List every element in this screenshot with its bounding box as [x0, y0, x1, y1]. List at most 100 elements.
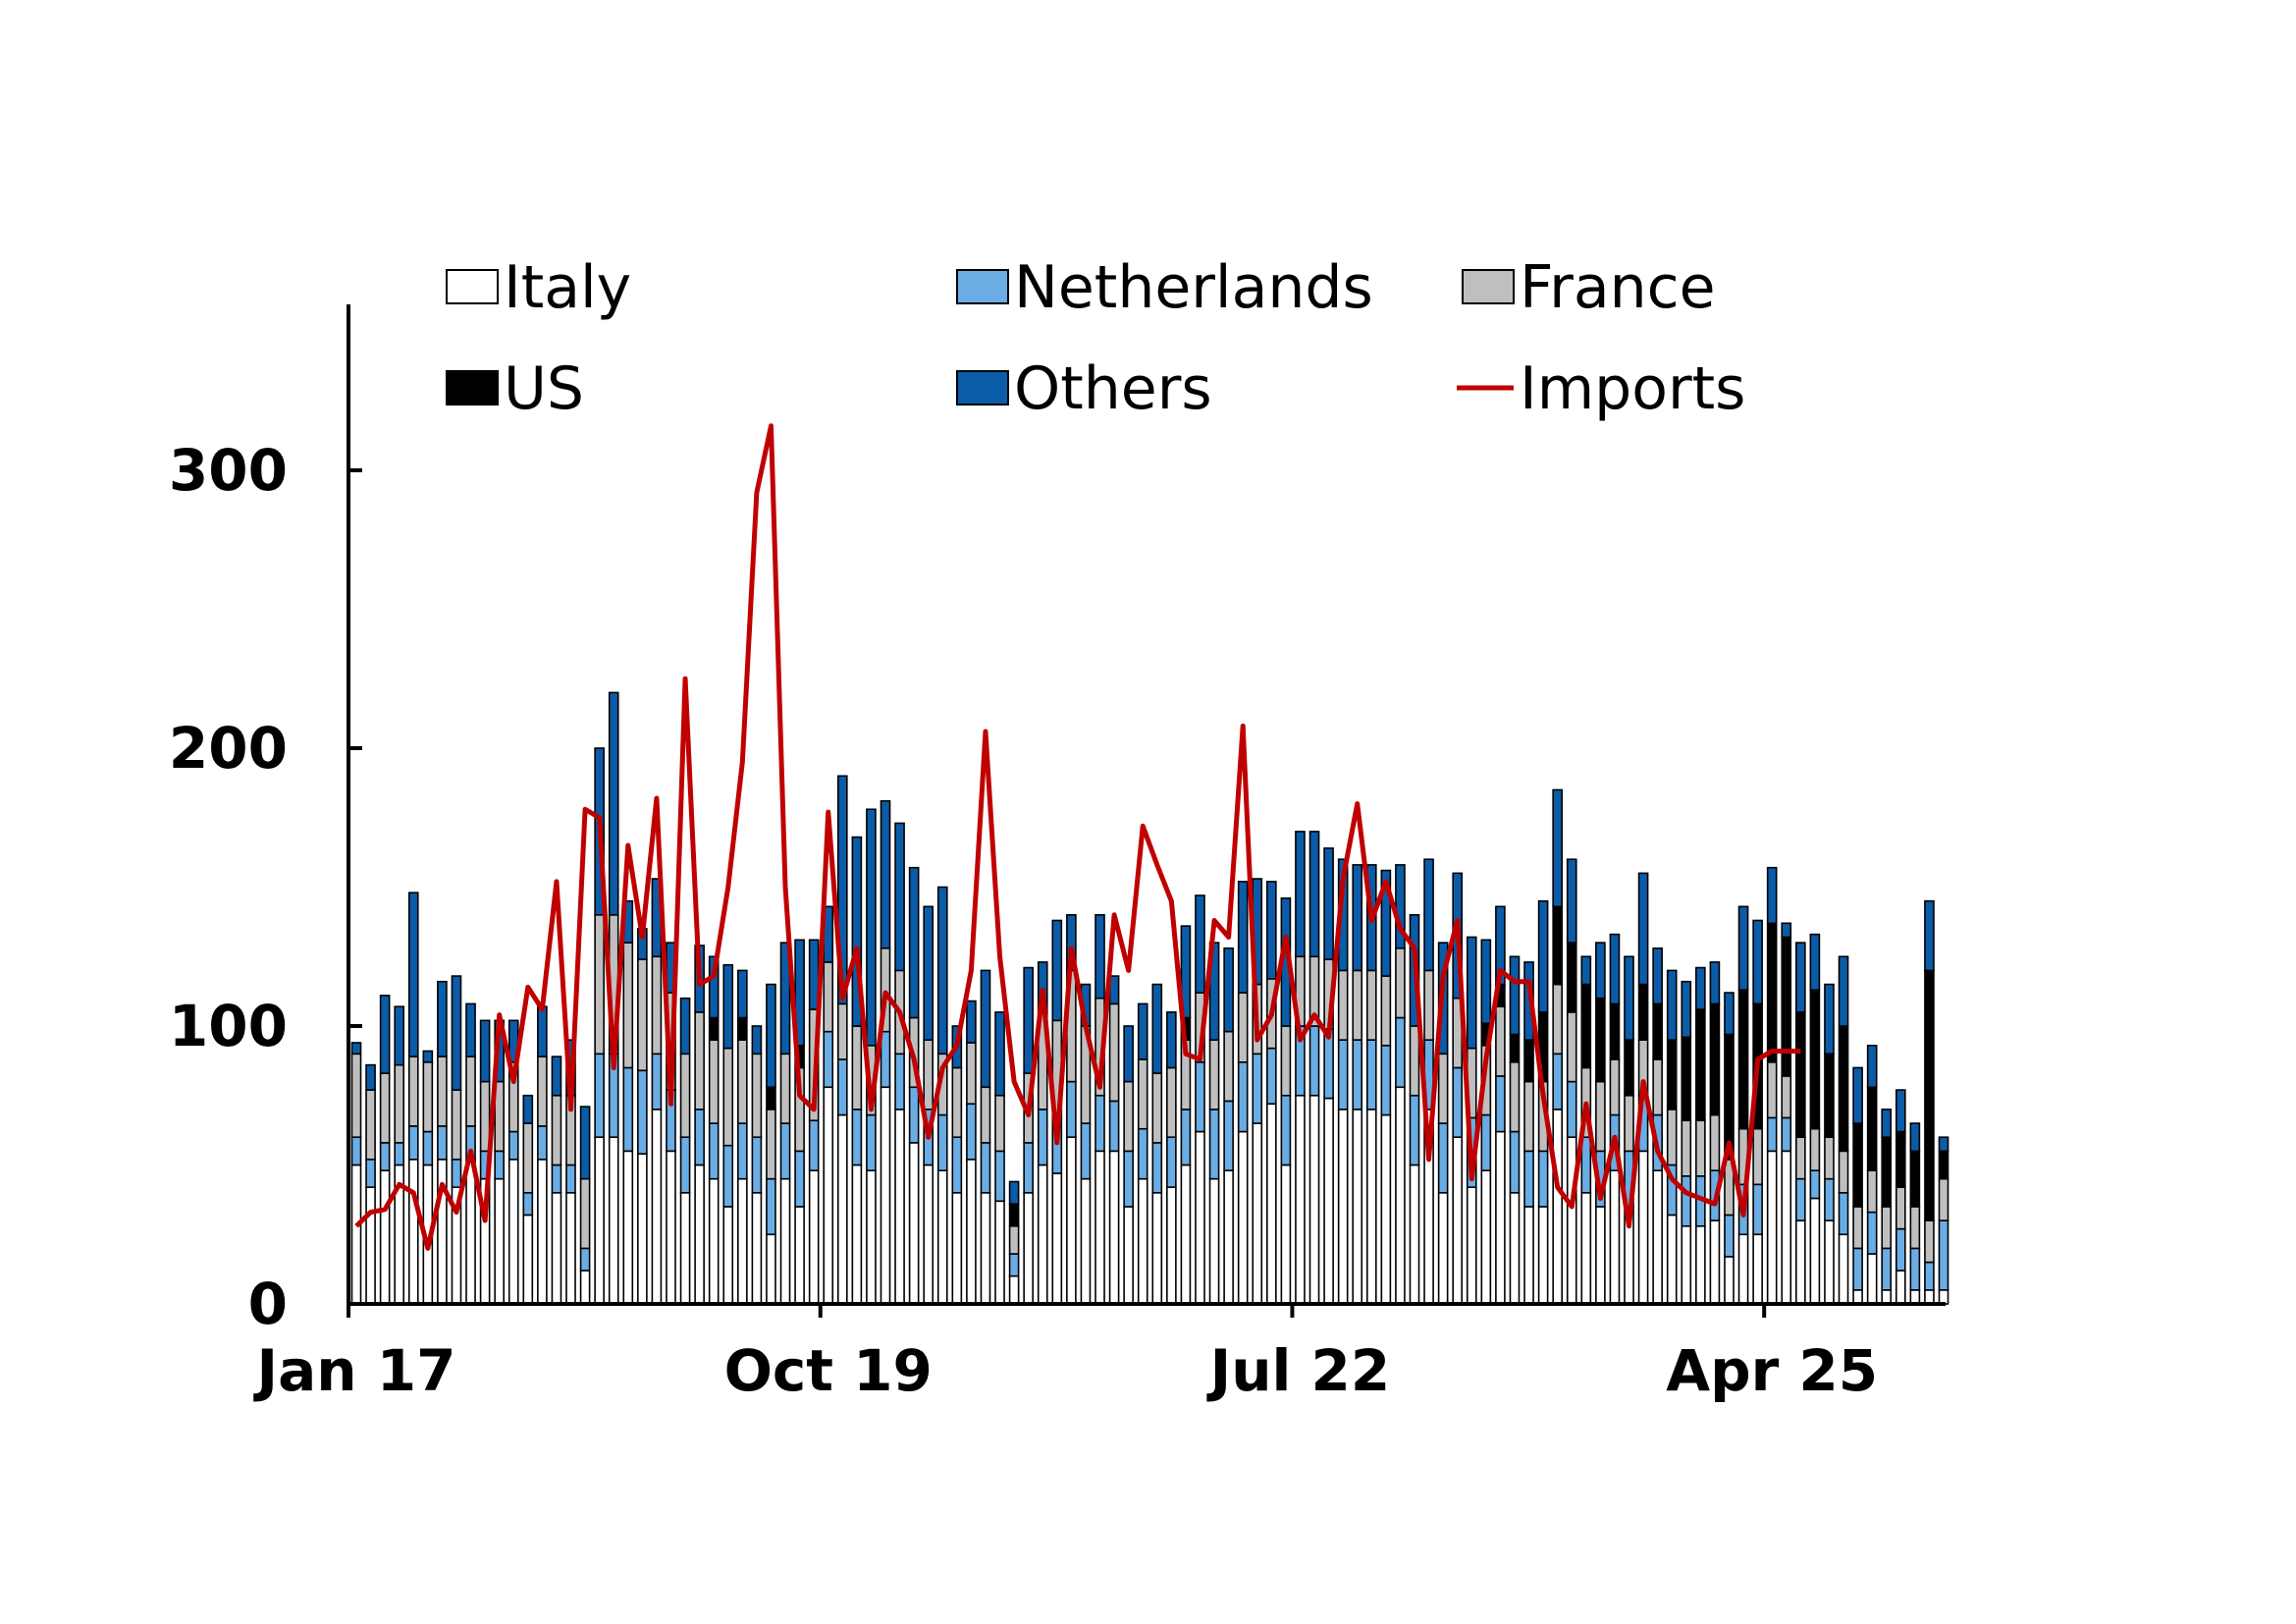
legend-label-france: France: [1520, 253, 1716, 322]
bar-netherlands: [1480, 1113, 1492, 1171]
legend-label-netherlands: Netherlands: [1014, 253, 1373, 322]
bar-netherlands: [1166, 1136, 1177, 1188]
bar-others: [551, 1056, 562, 1097]
bar-netherlands: [1895, 1227, 1906, 1272]
bar-italy: [1266, 1103, 1277, 1305]
bar-france: [1595, 1080, 1606, 1153]
bar-netherlands: [1509, 1130, 1521, 1194]
bar-france: [465, 1056, 476, 1127]
bar-us: [1852, 1122, 1863, 1208]
bar-france: [994, 1094, 1005, 1153]
bar-france: [1409, 1025, 1420, 1097]
legend-item-netherlands: Netherlands: [956, 253, 1373, 322]
bar-france: [1666, 1109, 1678, 1166]
bar-italy: [823, 1086, 834, 1305]
bar-netherlands: [1824, 1177, 1835, 1221]
bar-us: [1737, 989, 1749, 1130]
bar-netherlands: [794, 1150, 805, 1208]
bar-us: [1895, 1130, 1906, 1188]
bar-france: [1681, 1119, 1692, 1177]
bar-others: [679, 997, 691, 1056]
legend-label-italy: Italy: [504, 253, 631, 322]
bar-netherlands: [908, 1086, 920, 1144]
bar-italy: [651, 1109, 663, 1305]
x-tick-label: Jul 22: [1206, 1337, 1391, 1404]
bar-france: [1380, 975, 1392, 1047]
bar-italy: [1909, 1289, 1921, 1305]
bar-others: [1752, 919, 1763, 1005]
bar-france: [1395, 947, 1406, 1019]
bar-others: [1323, 847, 1334, 960]
bar-italy: [1681, 1224, 1692, 1305]
bar-italy: [1795, 1219, 1806, 1305]
bar-us: [1637, 983, 1649, 1041]
bar-us: [1924, 969, 1935, 1221]
bar-us: [766, 1086, 776, 1110]
bar-italy: [980, 1192, 991, 1305]
bar-others: [994, 1011, 1005, 1097]
bar-others: [1308, 831, 1320, 958]
bar-us: [1609, 1002, 1621, 1060]
bar-others: [350, 1042, 362, 1056]
bar-us: [1509, 1033, 1521, 1063]
bar-us: [1909, 1150, 1921, 1208]
legend: Italy Netherlands France US Others Imports: [446, 253, 1745, 423]
bar-others: [1023, 966, 1034, 1074]
bar-us: [1838, 1025, 1849, 1153]
bar-france: [407, 1056, 419, 1127]
bar-others: [579, 1106, 591, 1180]
bar-france: [1365, 969, 1377, 1041]
bar-netherlands: [350, 1136, 362, 1166]
bar-us: [1781, 936, 1792, 1077]
bar-netherlands: [1752, 1183, 1763, 1236]
bar-france: [737, 1039, 748, 1124]
bar-netherlands: [1095, 1094, 1105, 1153]
bar-others: [936, 886, 948, 1056]
bar-italy: [766, 1233, 776, 1305]
bar-netherlands: [637, 1069, 648, 1155]
bar-italy: [565, 1192, 576, 1305]
bar-netherlands: [1395, 1016, 1406, 1089]
bar-netherlands: [1552, 1053, 1563, 1110]
line-imports: [354, 423, 1801, 1251]
bar-france: [551, 1094, 562, 1166]
bar-others: [923, 905, 934, 1041]
legend-item-france: France: [1462, 253, 1716, 322]
legend-swatch-france: [1462, 269, 1515, 304]
bar-netherlands: [779, 1122, 791, 1180]
bar-france: [622, 942, 634, 1069]
bar-italy: [494, 1177, 505, 1305]
bar-netherlands: [1852, 1247, 1863, 1291]
bar-others: [1223, 947, 1234, 1033]
bar-italy: [1280, 1164, 1292, 1305]
bar-netherlands: [1151, 1142, 1163, 1194]
bar-italy: [1308, 1094, 1320, 1305]
bar-netherlands: [565, 1164, 576, 1194]
bar-italy: [1824, 1219, 1835, 1305]
bar-netherlands: [1766, 1116, 1778, 1153]
bar-italy: [1938, 1289, 1949, 1305]
bar-france: [1866, 1169, 1878, 1214]
bar-netherlands: [866, 1113, 877, 1171]
bar-netherlands: [1838, 1192, 1849, 1236]
bar-others: [1737, 905, 1749, 992]
bar-france: [966, 1042, 977, 1106]
bar-france: [1166, 1066, 1177, 1138]
bar-others: [1666, 969, 1678, 1041]
bar-others: [1166, 1011, 1177, 1069]
bar-france: [1881, 1206, 1893, 1250]
bar-netherlands: [422, 1130, 434, 1166]
bar-france: [1137, 1058, 1148, 1130]
bar-us: [1824, 1053, 1835, 1139]
bar-italy: [1365, 1109, 1377, 1305]
bar-netherlands: [1080, 1122, 1092, 1180]
bar-france: [1766, 1060, 1778, 1119]
bar-france: [350, 1053, 362, 1139]
bar-netherlands: [1681, 1175, 1692, 1227]
bar-france: [1838, 1150, 1849, 1194]
bar-others: [1151, 983, 1163, 1074]
bar-italy: [1037, 1164, 1048, 1305]
bar-italy: [608, 1136, 619, 1305]
bar-netherlands: [1580, 1136, 1592, 1194]
bar-us: [1652, 1002, 1663, 1060]
